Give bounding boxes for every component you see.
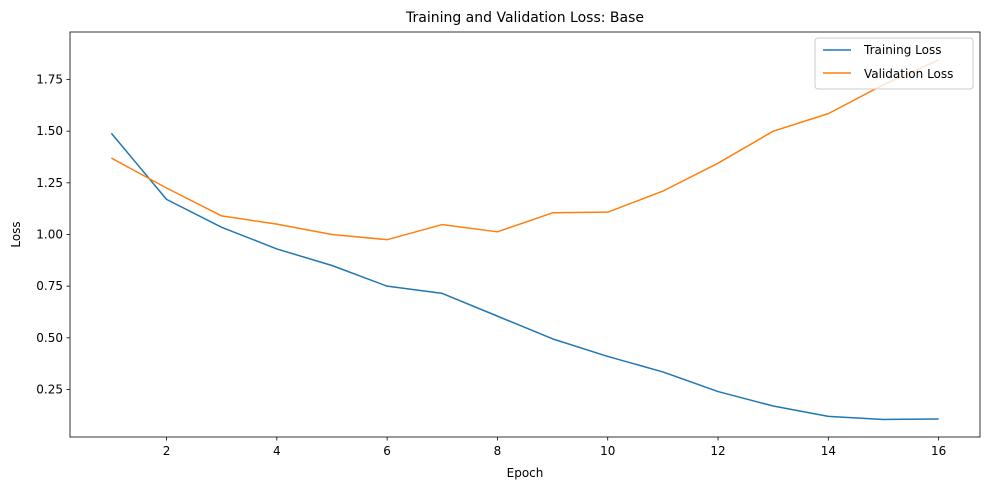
- legend-label-validation: Validation Loss: [864, 67, 953, 81]
- axes: [69, 31, 981, 438]
- y-tick-label: 0.50: [36, 331, 63, 345]
- y-tick-label: 1.75: [36, 73, 63, 87]
- plot-lines: [110, 59, 939, 421]
- x-axis-title: Epoch: [507, 466, 544, 480]
- x-axis-ticks: 2 4 6 8 10 12 14 16: [163, 437, 946, 458]
- legend: Training Loss Validation Loss: [814, 37, 974, 90]
- series-line-training-loss: [110, 132, 939, 421]
- y-tick-label: 1.00: [36, 228, 63, 242]
- legend-label-training: Training Loss: [863, 43, 941, 57]
- y-tick-label: 0.25: [36, 382, 63, 396]
- legend-box: [814, 37, 974, 90]
- series-line-validation-loss: [111, 59, 939, 241]
- x-tick-label: 14: [821, 444, 836, 458]
- x-tick-label: 2: [163, 444, 171, 458]
- chart-title: Training and Validation Loss: Base: [405, 10, 644, 26]
- x-tick-label: 4: [273, 444, 281, 458]
- y-axis-title: Loss: [9, 221, 23, 247]
- y-tick-label: 1.50: [36, 124, 63, 138]
- plot-frame: [69, 31, 981, 438]
- y-tick-label: 1.25: [36, 176, 63, 190]
- y-tick-label: 0.75: [36, 279, 63, 293]
- x-tick-label: 12: [710, 444, 725, 458]
- x-tick-label: 16: [931, 444, 946, 458]
- x-tick-label: 6: [383, 444, 391, 458]
- x-tick-label: 10: [600, 444, 615, 458]
- x-tick-label: 8: [494, 444, 502, 458]
- y-axis-ticks: 0.25 0.50 0.75 1.00 1.25 1.50 1.75: [36, 73, 70, 396]
